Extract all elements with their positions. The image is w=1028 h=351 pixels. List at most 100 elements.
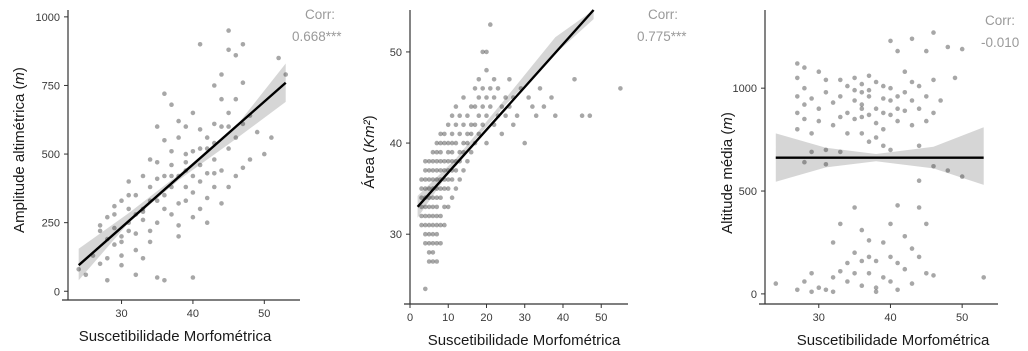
scatter-point [76,267,81,272]
scatter-point [430,168,436,173]
scatter-point [924,271,929,276]
scatter-point [579,113,585,118]
scatter-point [491,77,497,82]
scatter-point [873,289,879,295]
scatter-point [823,147,829,153]
x-tick-label: 40 [557,312,569,324]
x-tick-label: 50 [595,312,607,324]
scatter-point [126,206,131,212]
scatter-point [888,112,893,118]
scatter-point [430,177,436,182]
scatter-point [176,234,181,239]
scatter-point [924,94,929,99]
scatter-point [233,173,239,179]
scatter-point [873,120,879,126]
scatter-point [852,271,857,276]
scatter-point [233,135,239,140]
scatter-point [147,157,153,162]
scatter-point [438,159,443,164]
scatter-point [916,254,922,260]
y-tick-label: 500 [42,149,60,161]
scatter-point [514,113,520,118]
scatter-point [852,87,857,93]
y-tick-label: 750 [42,80,60,92]
scatter-point [830,240,836,245]
scatter-point [468,131,474,137]
scatter-point [197,206,203,212]
scatter-point [484,49,489,55]
scatter-point [866,73,872,79]
scatter-point [909,122,915,128]
y-tick-label: 1000 [733,83,757,95]
scatter-point [442,168,447,173]
scatter-point [442,222,447,228]
scatter-point [147,228,153,234]
scatter-point [866,271,872,276]
y-tick-label: 1000 [36,12,60,24]
x-tick-label: 40 [884,312,896,324]
scatter-point [916,178,922,183]
scatter-point [442,186,447,191]
scatter-point [212,83,217,88]
scatter-point [445,140,451,146]
scatter-point [204,171,210,176]
scatter-point [468,104,474,109]
scatter-point [773,281,779,286]
scatter-point [902,266,908,272]
scatter-point [480,122,486,128]
scatter-point [480,104,486,109]
corr-value: 0.668*** [292,29,342,44]
regression-line-path [77,81,287,267]
scatter-point [283,72,289,77]
scatter-point [795,61,800,66]
scatter-point [430,241,436,246]
scatter-point [190,214,196,220]
scatter-point [126,228,131,234]
scatter-point [426,241,432,246]
scatter-point [852,250,857,255]
scatter-point [449,159,455,164]
scatter-point [147,184,153,190]
x-tick-label: 50 [258,308,270,320]
scatter-point [269,135,274,140]
axes [759,10,998,308]
scatter-point [461,168,466,173]
scatter-point [97,228,103,234]
scatter-point [105,214,110,220]
data-points [773,30,986,295]
scatter-point [468,149,474,155]
scatter-point [468,122,474,128]
scatter-point [859,131,865,136]
scatter-point [802,102,807,107]
scatter-point [162,206,167,212]
scatter-point [881,143,886,149]
scatter-point [902,108,908,114]
scatter-point [902,90,908,95]
scatter-point [219,201,224,206]
scatter-point [838,77,843,83]
scatter-point [419,195,424,200]
scatter-point [442,140,447,146]
scatter-point [461,122,466,128]
scatter-point [457,113,463,118]
scatter-point [838,149,843,155]
scatter-point [830,289,836,295]
scatter-point [190,173,196,179]
scatter-point [204,195,210,201]
scatter-point [276,55,281,61]
scatter-point [852,205,857,210]
scatter-point [881,240,886,245]
scatter-point [430,204,436,210]
scatter-point [419,204,424,210]
scatter-point [457,131,463,137]
scatter-point [453,122,459,128]
scatter-point [426,159,432,164]
scatter-point [465,159,470,164]
scatter-point [852,116,857,122]
scatter-point [809,96,814,101]
scatter-point [197,42,203,47]
scatter-point [83,272,89,278]
confidence-band-area [78,63,286,281]
corr-value: -0.010 [981,35,1019,50]
scatter-point [240,42,246,47]
